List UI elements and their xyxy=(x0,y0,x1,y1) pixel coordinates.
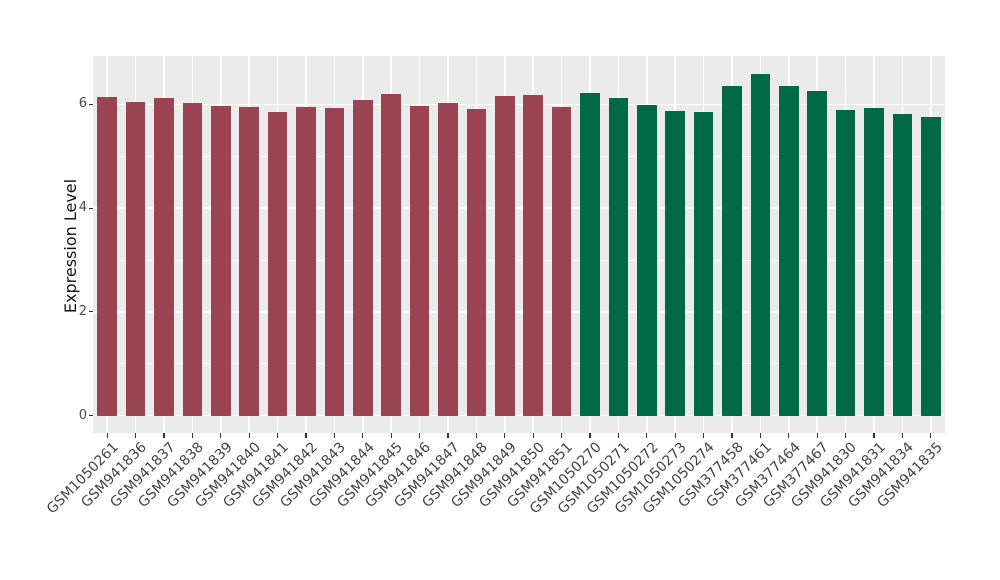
bar-GSM941839 xyxy=(211,106,231,416)
bar-GSM1050270 xyxy=(580,92,600,416)
bar-GSM377461 xyxy=(750,74,771,416)
y-axis-title: Expression Level xyxy=(61,178,80,314)
y-tick-mark xyxy=(89,103,93,105)
bar-GSM941836 xyxy=(125,101,146,416)
bar-GSM941840 xyxy=(239,106,259,416)
x-tick-mark xyxy=(532,433,534,438)
bar-GSM941838 xyxy=(182,102,203,416)
bar-GSM1050273 xyxy=(665,111,685,416)
bar-GSM941843 xyxy=(324,108,345,416)
x-tick-mark xyxy=(447,433,449,438)
bar-GSM941846 xyxy=(409,106,430,416)
bar-GSM941845 xyxy=(381,93,401,416)
x-tick-mark xyxy=(504,433,506,438)
bar-GSM1050272 xyxy=(637,104,657,416)
x-tick-mark xyxy=(333,433,335,438)
major-gridline xyxy=(93,414,945,417)
x-tick-mark xyxy=(845,433,847,438)
major-gridline xyxy=(93,207,945,209)
bar-GSM941837 xyxy=(154,98,174,416)
x-tick-mark xyxy=(220,433,222,438)
y-tick-mark xyxy=(89,207,93,209)
x-tick-mark xyxy=(248,433,250,438)
bar-GSM941831 xyxy=(864,108,884,416)
x-tick-mark xyxy=(135,433,137,438)
bar-GSM1050271 xyxy=(608,98,629,416)
bar-GSM941834 xyxy=(892,114,913,416)
x-tick-mark xyxy=(589,433,591,438)
bar-GSM377458 xyxy=(722,86,742,416)
x-tick-mark xyxy=(930,433,932,438)
bar-GSM941830 xyxy=(835,110,856,416)
x-tick-mark xyxy=(788,433,790,438)
bar-GSM941851 xyxy=(551,107,572,416)
x-tick-mark xyxy=(390,433,392,438)
bar-GSM941848 xyxy=(466,109,487,416)
x-tick-mark xyxy=(703,433,705,438)
plot-panel xyxy=(93,56,945,433)
y-tick-mark xyxy=(89,415,93,417)
bar-GSM941842 xyxy=(296,106,316,416)
x-tick-mark xyxy=(191,433,193,438)
y-tick-label: 6 xyxy=(78,96,87,112)
bar-GSM941835 xyxy=(921,117,941,416)
x-tick-mark xyxy=(646,433,648,438)
y-tick-label: 4 xyxy=(78,200,87,216)
bar-GSM941849 xyxy=(495,95,515,416)
minor-gridline xyxy=(93,363,945,365)
x-tick-mark xyxy=(419,433,421,438)
x-tick-mark xyxy=(277,433,279,438)
bar-GSM1050274 xyxy=(693,112,714,416)
major-gridline xyxy=(93,311,945,313)
x-tick-mark xyxy=(617,433,619,438)
x-tick-mark xyxy=(163,433,165,438)
x-tick-mark xyxy=(362,433,364,438)
bar-GSM941844 xyxy=(353,99,373,416)
bar-GSM1050261 xyxy=(97,97,117,416)
bar-GSM941841 xyxy=(267,112,288,416)
bar-GSM377464 xyxy=(779,86,799,416)
x-tick-mark xyxy=(873,433,875,438)
x-tick-mark xyxy=(731,433,733,438)
bar-GSM941847 xyxy=(438,102,458,416)
x-tick-mark xyxy=(561,433,563,438)
x-tick-mark xyxy=(901,433,903,438)
x-tick-mark xyxy=(759,433,761,438)
minor-gridline xyxy=(93,155,945,157)
major-gridline xyxy=(93,103,945,106)
x-tick-mark xyxy=(305,433,307,438)
bar-GSM377467 xyxy=(807,90,827,416)
x-tick-mark xyxy=(816,433,818,438)
x-tick-mark xyxy=(106,433,108,438)
minor-gridline xyxy=(93,259,945,261)
y-tick-label: 0 xyxy=(78,407,87,423)
x-tick-mark xyxy=(674,433,676,438)
x-tick-mark xyxy=(475,433,477,438)
y-tick-mark xyxy=(89,311,93,313)
bar-GSM941850 xyxy=(523,95,543,416)
y-tick-label: 2 xyxy=(78,303,87,319)
